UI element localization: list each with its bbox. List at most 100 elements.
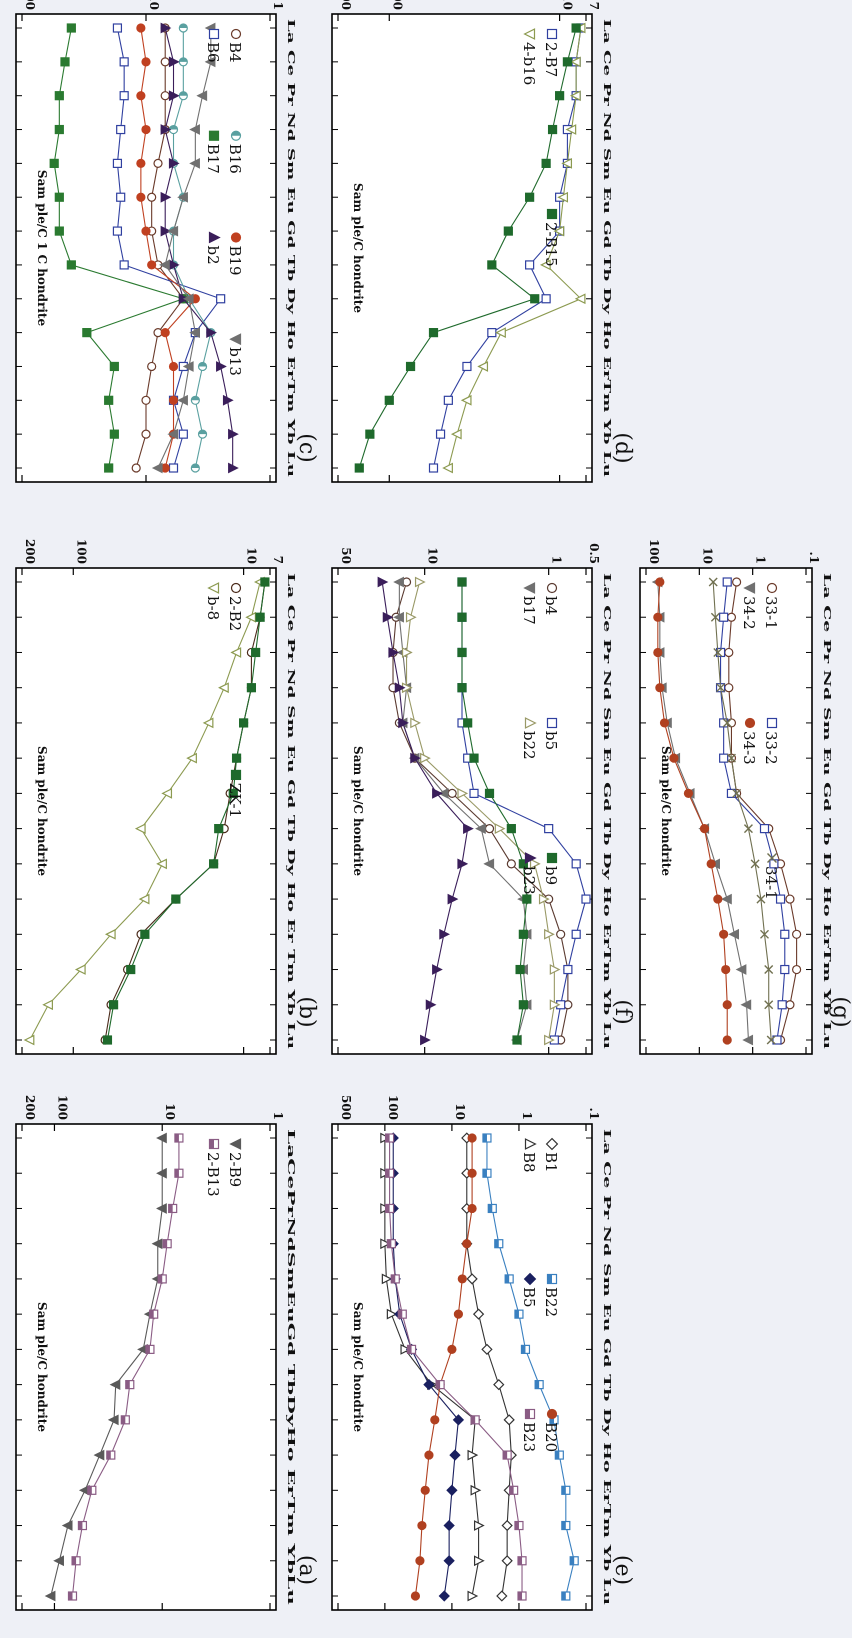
data-point	[530, 294, 540, 304]
legend-label: ZK-1	[226, 783, 244, 818]
data-point	[743, 824, 753, 834]
legend-marker	[744, 717, 756, 729]
data-point	[473, 1555, 485, 1567]
value-tick-label: 100	[390, 0, 404, 10]
data-point	[87, 1485, 97, 1495]
legend-marker	[524, 1408, 536, 1420]
data-point	[147, 192, 157, 202]
marker-half	[503, 1451, 508, 1460]
series-line	[406, 581, 555, 1041]
data-point	[168, 158, 180, 169]
data-point	[722, 1035, 732, 1045]
data-point	[525, 260, 535, 270]
data-point	[457, 858, 469, 870]
legend-label: B6	[204, 42, 222, 63]
legend-label: B19	[226, 245, 244, 275]
series-line	[432, 27, 582, 469]
data-point	[506, 859, 516, 869]
data-point	[432, 788, 443, 799]
legend-marker	[524, 717, 537, 729]
legend-marker	[229, 1138, 242, 1150]
ree-axis-labels: La Ce Pr Nd Sm Eu Gd Tb Dy Ho Er Tm Yb L…	[285, 573, 296, 1049]
data-point	[160, 57, 170, 67]
data-point	[251, 647, 261, 658]
marker-half	[179, 91, 188, 96]
legend-label: 2-B15	[542, 222, 560, 267]
data-point	[493, 1378, 505, 1391]
data-point	[435, 1380, 445, 1390]
data-point	[384, 1133, 395, 1143]
data-point	[484, 788, 495, 798]
data-point	[457, 612, 467, 622]
series-34-1	[708, 577, 776, 1045]
data-point	[557, 191, 569, 203]
legend-marker	[229, 333, 242, 346]
data-point	[393, 611, 404, 623]
marker-half	[561, 1486, 566, 1495]
marker-half	[198, 430, 207, 435]
legend-label: 34-3	[740, 731, 758, 765]
data-point	[216, 294, 226, 304]
data-point	[168, 395, 179, 405]
data-point	[502, 1450, 512, 1460]
marker-stroke	[716, 683, 726, 693]
data-point	[726, 718, 737, 728]
data-point	[54, 124, 64, 135]
legend-marker	[524, 852, 537, 864]
data-point	[522, 894, 532, 904]
series-line	[106, 581, 266, 1041]
data-point	[410, 1591, 421, 1601]
ree-axis-labels: La Ce Pr Nd Sm Eu Gd Tb Dy Ho ErTm Yb Lu	[601, 573, 612, 1049]
marker-half	[514, 1521, 519, 1530]
value-tick-label: 7	[271, 556, 285, 564]
data-point	[553, 225, 565, 237]
value-tick-label: 0.5	[587, 543, 601, 564]
series-b22	[401, 576, 561, 1046]
data-point	[538, 893, 550, 905]
marker-half	[72, 1556, 77, 1565]
data-point	[563, 964, 573, 975]
data-point	[764, 1000, 774, 1010]
series-line	[104, 581, 266, 1041]
data-point	[555, 91, 565, 101]
legend-marker	[545, 1137, 559, 1151]
data-point	[384, 1168, 395, 1178]
data-point	[106, 1450, 116, 1460]
data-point	[574, 293, 586, 305]
data-point	[721, 964, 731, 975]
data-point	[381, 1273, 393, 1285]
legend-label: 2-B7	[542, 42, 560, 77]
series-line	[140, 27, 197, 469]
data-point	[710, 612, 720, 622]
legend-label: b4	[542, 596, 560, 615]
data-point	[449, 1449, 461, 1461]
data-point	[759, 824, 770, 834]
data-point	[417, 1520, 427, 1531]
data-point	[569, 90, 581, 102]
data-point	[380, 1238, 392, 1250]
marker-half	[482, 1134, 487, 1142]
value-tick-label: 1	[550, 556, 564, 564]
data-point	[131, 463, 141, 473]
data-point	[561, 158, 573, 169]
data-point	[541, 294, 551, 304]
data-point	[104, 463, 114, 473]
data-point	[780, 964, 790, 975]
data-point	[161, 788, 173, 799]
legend-label: B8	[520, 1152, 538, 1173]
data-point	[447, 788, 457, 798]
data-point	[424, 1450, 434, 1460]
panel-d: 200 100 10 7 La Ce Pr Nd Sm Eu Gd Tb Dy Ho E…	[331, 0, 635, 483]
data-point	[420, 1034, 431, 1046]
value-tick-label: 100	[55, 1095, 69, 1120]
data-point	[713, 894, 723, 904]
marker-stroke	[732, 788, 742, 798]
data-point	[547, 124, 558, 135]
legend: 33-134-2 33-234-3 34-1	[740, 582, 780, 900]
data-point	[722, 577, 732, 587]
legend-marker	[766, 717, 778, 729]
data-point	[388, 647, 400, 658]
data-point	[112, 23, 123, 33]
data-point	[571, 23, 581, 33]
